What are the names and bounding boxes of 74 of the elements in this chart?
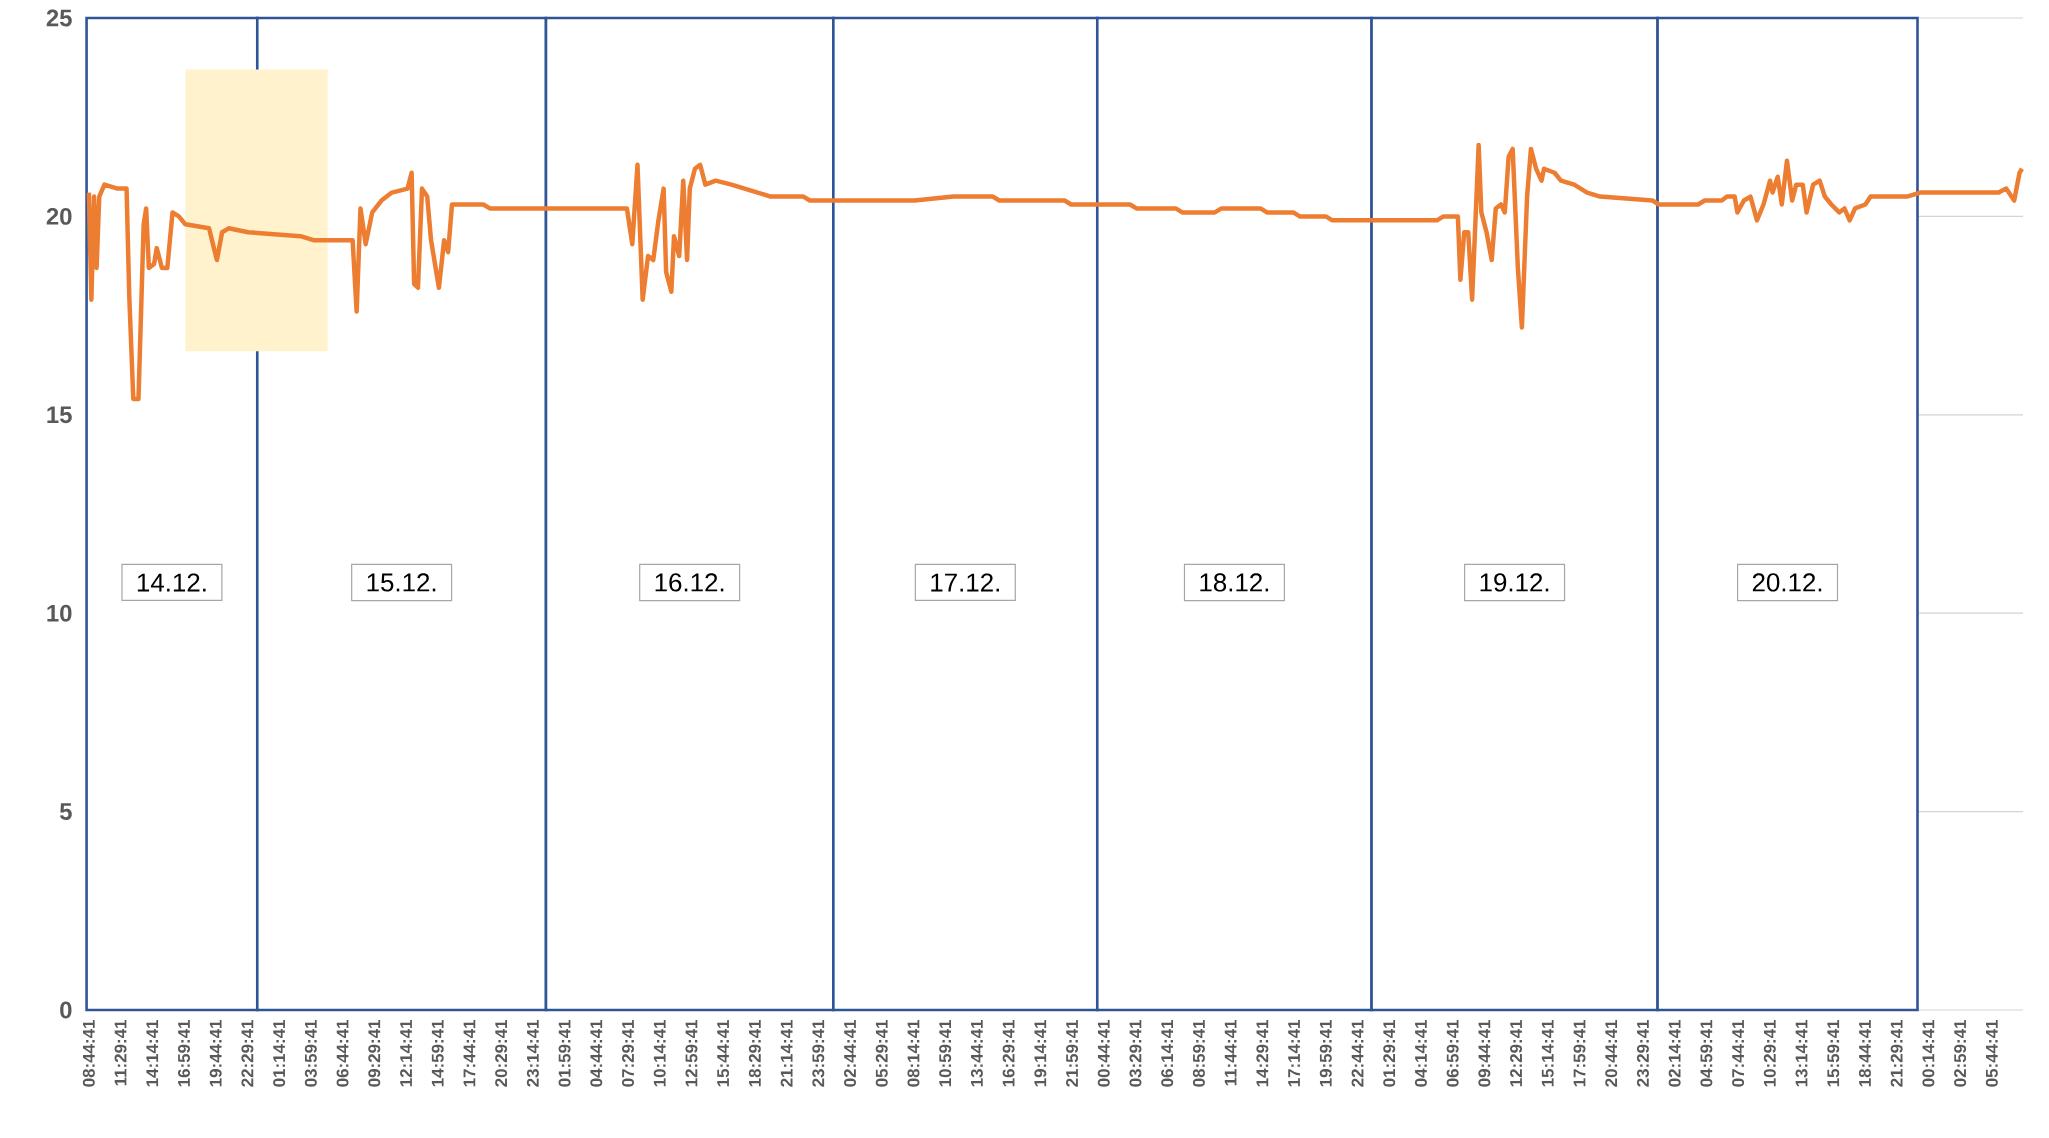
band-label: 16.12. [655,573,724,592]
x-tick-label: 20:29:41 [495,1020,508,1087]
y-tick-label: 20 [46,207,72,225]
x-tick-label: 05:29:41 [875,1020,888,1087]
x-tick-label: 18:44:41 [1858,1020,1871,1087]
x-tick-label: 12:29:41 [1510,1020,1523,1087]
x-tick-label: 13:14:41 [1795,1020,1808,1087]
x-tick-label: 17:44:41 [463,1020,476,1087]
x-tick-label: 16:29:41 [1002,1020,1015,1087]
x-tick-label: 02:44:41 [844,1020,857,1087]
x-tick-label: 15:59:41 [1827,1020,1840,1087]
x-tick-label: 06:44:41 [336,1020,349,1087]
band-label: 14.12. [137,573,206,592]
x-tick-label: 23:14:41 [526,1020,539,1087]
x-tick-label: 05:44:41 [1985,1020,1998,1087]
band-label: 17.12. [931,573,999,592]
x-tick-label: 08:59:41 [1192,1020,1205,1087]
x-tick-label: 00:14:41 [1922,1020,1935,1087]
x-tick-label: 09:29:41 [368,1020,381,1087]
x-tick-label: 19:59:41 [1319,1020,1332,1087]
x-tick-label: 03:59:41 [304,1020,317,1087]
band-label: 19.12. [1480,573,1549,592]
x-tick-label: 14:59:41 [431,1020,444,1087]
x-tick-label: 17:14:41 [1288,1020,1300,1087]
x-tick-label: 04:14:41 [1414,1020,1427,1087]
x-tick-label: 23:59:41 [812,1020,825,1087]
x-tick-label: 01:14:41 [273,1020,286,1087]
x-tick-label: 13:44:41 [970,1020,983,1087]
y-tick-label: 5 [59,803,72,820]
band-label: 15.12. [367,573,436,592]
x-tick-label: 03:29:41 [1129,1020,1142,1087]
x-tick-label: 08:44:41 [82,1020,95,1087]
x-tick-label: 04:59:41 [1700,1020,1713,1087]
x-tick-label: 21:59:41 [1066,1020,1079,1087]
x-tick-label: 02:59:41 [1954,1020,1967,1087]
x-tick-label: 22:29:41 [241,1020,254,1087]
x-tick-label: 12:59:41 [685,1020,698,1087]
x-tick-label: 10:29:41 [1763,1020,1776,1087]
x-tick-label: 04:44:41 [590,1020,603,1087]
x-tick-label: 06:59:41 [1446,1020,1459,1087]
x-tick-label: 21:14:41 [780,1020,793,1087]
x-tick-label: 02:14:41 [1668,1020,1681,1087]
x-tick-label: 16:59:41 [177,1020,190,1087]
y-tick-label: 15 [47,406,72,424]
x-tick-label: 11:29:41 [114,1020,127,1086]
x-tick-label: 08:14:41 [907,1020,920,1087]
x-tick-label: 17:59:41 [1573,1020,1586,1087]
x-tick-label: 14:14:41 [146,1020,159,1087]
x-tick-label: 10:14:41 [653,1020,666,1087]
x-tick-label: 23:29:41 [1636,1020,1649,1087]
x-tick-label: 07:44:41 [1732,1020,1745,1087]
x-tick-label: 10:59:41 [939,1020,952,1087]
x-tick-label: 06:14:41 [1161,1020,1174,1087]
x-tick-label: 19:44:41 [209,1020,222,1087]
x-tick-label: 15:14:41 [1541,1020,1554,1087]
band-label: 20.12. [1752,573,1822,592]
x-tick-label: 14:29:41 [1256,1020,1269,1087]
y-tick-label: 10 [47,604,72,622]
x-tick-label: 07:29:41 [622,1020,635,1087]
x-tick-label: 01:29:41 [1383,1020,1396,1087]
x-tick-label: 21:29:41 [1890,1020,1903,1087]
band-label: 18.12. [1200,573,1269,592]
x-tick-label: 19:14:41 [1034,1020,1047,1087]
x-tick-label: 22:44:41 [1351,1020,1364,1087]
x-tick-label: 12:14:41 [400,1020,412,1087]
x-tick-label: 15:44:41 [717,1020,730,1087]
y-tick-label: 0 [60,1001,72,1019]
x-tick-label: 01:59:41 [558,1020,571,1087]
y-tick-label: 25 [46,9,72,27]
x-tick-label: 20:44:41 [1605,1020,1618,1087]
x-tick-label: 11:44:41 [1224,1020,1237,1086]
x-tick-label: 09:44:41 [1478,1020,1491,1087]
x-tick-label: 18:29:41 [748,1020,761,1087]
x-tick-label: 00:44:41 [1097,1020,1110,1087]
